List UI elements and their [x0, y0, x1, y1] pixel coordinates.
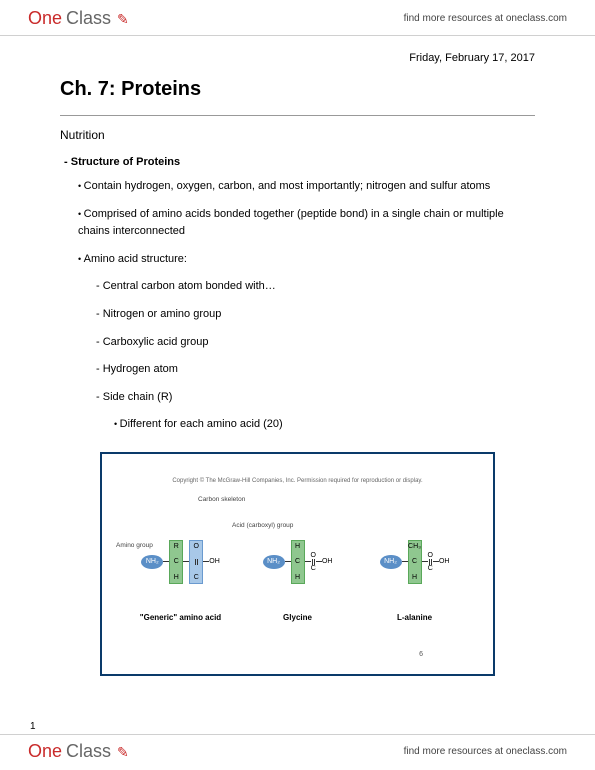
- amino-generic: NH₂ R C H O C: [122, 517, 239, 622]
- h-label: H: [295, 543, 300, 550]
- nh2-group-icon: NH₂: [141, 555, 163, 569]
- bullet-l1: Structure of Proteins: [60, 156, 535, 168]
- bullet-l2c: Amino acid structure:: [60, 251, 535, 269]
- bullet-l3c: Carboxylic acid group: [60, 334, 535, 352]
- c-label: C: [311, 565, 316, 572]
- oh-label: OH: [439, 558, 450, 565]
- document-content: Friday, February 17, 2017 Ch. 7: Protein…: [0, 36, 595, 676]
- bullet-list-level4: Different for each amino acid (20): [60, 416, 535, 434]
- amino-alanine: NH₂ CH₃ C H O C: [356, 517, 473, 622]
- h-sidechain-box: H C H: [291, 540, 305, 584]
- title-divider: [60, 115, 535, 116]
- document-date: Friday, February 17, 2017: [60, 52, 535, 64]
- page-footer: OneClass ✎ find more resources at onecla…: [0, 734, 595, 770]
- nh2-group-icon: NH₂: [380, 555, 402, 569]
- bullet-list-level2: Contain hydrogen, oxygen, carbon, and mo…: [60, 178, 535, 268]
- brand-class: Class: [66, 741, 111, 762]
- document-title: Ch. 7: Proteins: [60, 78, 535, 101]
- bullet-l3a: Central carbon atom bonded with…: [60, 278, 535, 296]
- header-tagline: find more resources at oneclass.com: [404, 13, 567, 24]
- c-label: C: [174, 558, 179, 565]
- h-label: H: [412, 574, 417, 581]
- r-sidechain-box: R C H: [169, 540, 183, 584]
- pencil-icon: ✎: [117, 11, 129, 28]
- amino-acid-figure: Copyright © The McGraw-Hill Companies, I…: [100, 452, 495, 676]
- pencil-icon: ✎: [117, 744, 129, 761]
- bullet-list-level3: Central carbon atom bonded with… Nitroge…: [60, 278, 535, 406]
- ch3-sidechain-box: CH₃ C H: [408, 540, 422, 584]
- c-label: C: [412, 558, 417, 565]
- oh-label: OH: [209, 558, 220, 565]
- h-label: H: [295, 574, 300, 581]
- brand-logo-footer: OneClass ✎: [28, 741, 129, 762]
- o-label: O: [194, 543, 199, 550]
- bullet-l2b: Comprised of amino acids bonded together…: [60, 206, 535, 241]
- brand-class: Class: [66, 8, 111, 29]
- label-generic: "Generic" amino acid: [122, 613, 239, 622]
- amino-row: NH₂ R C H O C: [122, 502, 473, 622]
- brand-one: One: [28, 741, 62, 762]
- nh2-group-icon: NH₂: [263, 555, 285, 569]
- figure-copyright: Copyright © The McGraw-Hill Companies, I…: [122, 478, 473, 484]
- r-label: R: [174, 543, 179, 550]
- o-label: O: [311, 552, 316, 559]
- page-header: OneClass ✎ find more resources at onecla…: [0, 0, 595, 36]
- label-glycine: Glycine: [239, 613, 356, 622]
- label-alanine: L-alanine: [356, 613, 473, 622]
- annot-carbon-skeleton: Carbon skeleton: [198, 496, 245, 503]
- bullet-l4a: Different for each amino acid (20): [60, 416, 535, 434]
- double-bond-icon: [195, 559, 198, 565]
- backbone-generic: NH₂ R C H O C: [122, 517, 239, 607]
- c-label: C: [428, 565, 433, 572]
- h-label: H: [174, 574, 179, 581]
- bullet-l3b: Nitrogen or amino group: [60, 306, 535, 324]
- figure-slide-number: 6: [419, 651, 423, 658]
- bullet-list-level1: Structure of Proteins: [60, 156, 535, 168]
- backbone-glycine: NH₂ H C H O C: [239, 517, 356, 607]
- carboxyl-box: O C: [189, 540, 203, 584]
- document-subtitle: Nutrition: [60, 128, 535, 142]
- page-number: 1: [30, 721, 36, 732]
- o-label: O: [428, 552, 433, 559]
- bullet-l3d: Hydrogen atom: [60, 361, 535, 379]
- footer-tagline: find more resources at oneclass.com: [404, 746, 567, 757]
- brand-logo: OneClass ✎: [28, 8, 129, 29]
- ch3-label: CH₃: [408, 543, 421, 550]
- amino-glycine: NH₂ H C H O C: [239, 517, 356, 622]
- c-label: C: [194, 574, 199, 581]
- oh-label: OH: [322, 558, 333, 565]
- figure-inner: Copyright © The McGraw-Hill Companies, I…: [112, 464, 483, 664]
- backbone-alanine: NH₂ CH₃ C H O C: [356, 517, 473, 607]
- brand-one: One: [28, 8, 62, 29]
- c-label: C: [295, 558, 300, 565]
- bullet-l3e: Side chain (R): [60, 389, 535, 407]
- bullet-l2a: Contain hydrogen, oxygen, carbon, and mo…: [60, 178, 535, 196]
